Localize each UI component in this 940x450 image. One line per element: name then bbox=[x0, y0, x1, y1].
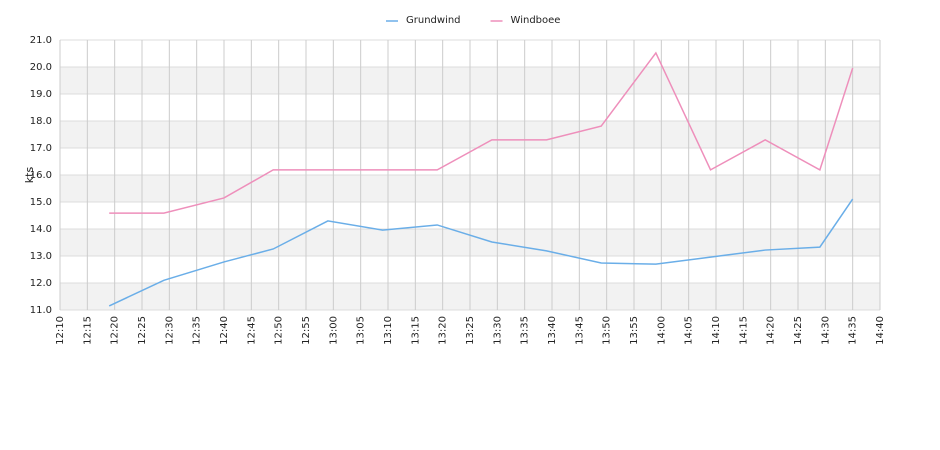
x-tick-label: 12:10 bbox=[55, 316, 66, 345]
x-tick-label: 12:55 bbox=[301, 316, 312, 345]
x-tick-label: 14:00 bbox=[656, 316, 667, 345]
x-tick-label: 14:20 bbox=[766, 316, 777, 345]
y-tick-label: 20.0 bbox=[30, 62, 52, 73]
x-tick-label: 13:35 bbox=[520, 316, 531, 345]
x-tick-label: 13:00 bbox=[328, 316, 339, 345]
y-tick-label: 18.0 bbox=[30, 116, 52, 127]
x-tick-label: 13:55 bbox=[629, 316, 640, 345]
y-tick-label: 19.0 bbox=[30, 89, 52, 100]
x-tick-label: 14:15 bbox=[738, 316, 749, 345]
x-tick-label: 12:25 bbox=[137, 316, 148, 345]
x-tick-label: 12:15 bbox=[82, 316, 93, 345]
y-tick-label: 17.0 bbox=[30, 143, 52, 154]
x-tick-label: 14:25 bbox=[793, 316, 804, 345]
y-tick-label: 15.0 bbox=[30, 197, 52, 208]
x-tick-label: 13:05 bbox=[356, 316, 367, 345]
x-tick-label: 12:35 bbox=[192, 316, 203, 345]
x-tick-label: 12:20 bbox=[110, 316, 121, 345]
x-tick-label: 13:15 bbox=[410, 316, 421, 345]
x-tick-label: 14:35 bbox=[848, 316, 859, 345]
x-tick-label: 13:45 bbox=[574, 316, 585, 345]
x-tick-label: 12:30 bbox=[164, 316, 175, 345]
line-series bbox=[109, 51, 854, 214]
line-series bbox=[108, 198, 854, 307]
legend-label: Windboee bbox=[511, 15, 561, 26]
y-tick-label: 16.0 bbox=[30, 170, 52, 181]
y-tick-label: 13.0 bbox=[30, 251, 52, 262]
y-tick-label: 21.0 bbox=[30, 35, 52, 46]
x-tick-label: 14:40 bbox=[875, 316, 886, 345]
x-tick-label: 12:50 bbox=[274, 316, 285, 345]
x-tick-label: 12:40 bbox=[219, 316, 230, 345]
x-tick-label: 12:45 bbox=[246, 316, 257, 345]
x-tick-label: 13:30 bbox=[492, 316, 503, 345]
x-tick-label: 13:50 bbox=[602, 316, 613, 345]
x-tick-label: 13:40 bbox=[547, 316, 558, 345]
x-tick-label: 14:05 bbox=[684, 316, 695, 345]
x-tick-label: 14:30 bbox=[820, 316, 831, 345]
x-tick-label: 13:20 bbox=[438, 316, 449, 345]
x-tick-label: 13:10 bbox=[383, 316, 394, 345]
x-tick-label: 13:25 bbox=[465, 316, 476, 345]
y-tick-label: 14.0 bbox=[30, 224, 52, 235]
y-tick-label: 12.0 bbox=[30, 278, 52, 289]
legend-label: Grundwind bbox=[406, 15, 461, 26]
y-tick-label: 11.0 bbox=[30, 305, 52, 316]
y-axis-label: kts bbox=[23, 167, 36, 184]
x-tick-label: 14:10 bbox=[711, 316, 722, 345]
